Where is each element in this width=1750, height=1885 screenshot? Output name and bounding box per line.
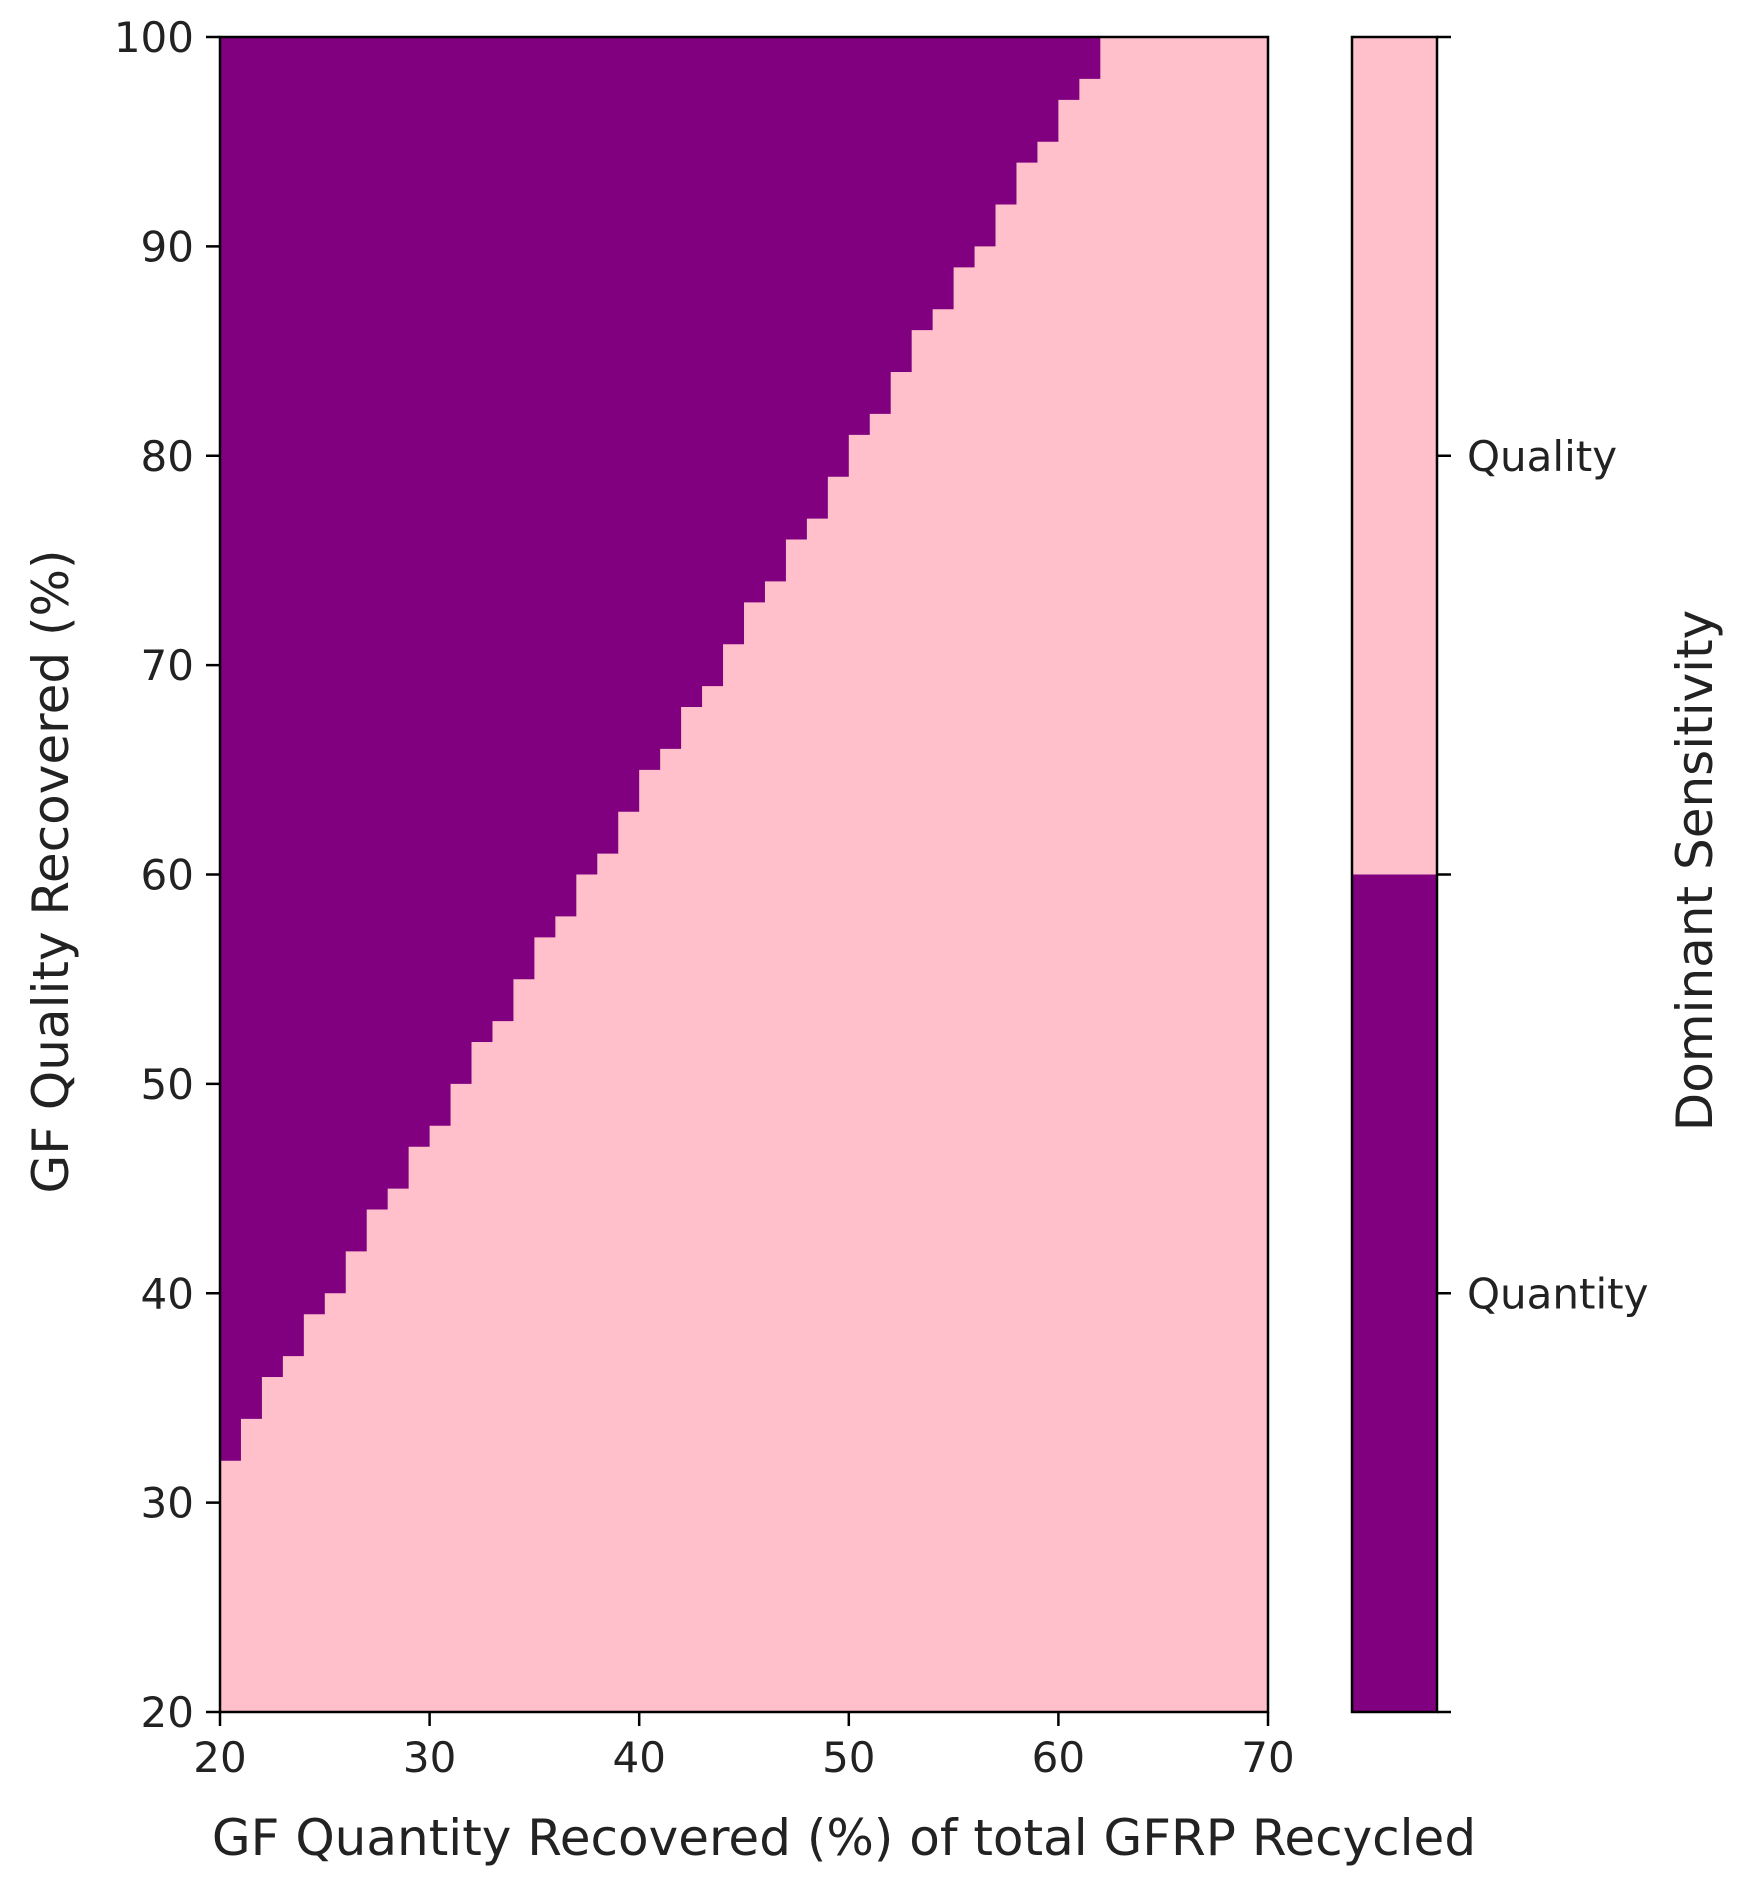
colorbar-tick-label: Quantity — [1467, 1269, 1649, 1318]
colorbar-title: Dominant Sensitivity — [1666, 610, 1724, 1132]
x-tick-label: 50 — [822, 1733, 875, 1782]
heatmap-cells — [220, 37, 1268, 1712]
x-tick-label: 40 — [612, 1733, 665, 1782]
y-tick-label: 20 — [141, 1688, 194, 1737]
x-tick-label: 60 — [1032, 1733, 1085, 1782]
colorbar-swatch-quantity — [1352, 874, 1437, 1712]
y-tick-label: 80 — [141, 432, 194, 481]
colorbar-swatch-quality — [1352, 37, 1437, 875]
y-tick-label: 30 — [141, 1479, 194, 1528]
y-tick-label: 50 — [141, 1060, 194, 1109]
x-axis-title: GF Quantity Recovered (%) of total GFRP … — [212, 1809, 1476, 1867]
x-tick-label: 30 — [403, 1733, 456, 1782]
y-tick-label: 60 — [141, 851, 194, 900]
y-axis-title: GF Quality Recovered (%) — [22, 549, 80, 1193]
colorbar-tick-label: Quality — [1467, 432, 1617, 481]
y-tick-label: 90 — [141, 222, 194, 271]
y-tick-label: 100 — [114, 13, 194, 62]
quantity-region — [220, 37, 1122, 1461]
y-tick-label: 70 — [141, 641, 194, 690]
y-axis: 20 30 40 50 60 70 80 90 100 — [114, 13, 220, 1737]
x-tick-label: 70 — [1241, 1733, 1294, 1782]
y-tick-label: 40 — [141, 1269, 194, 1318]
colorbar: Quantity Quality — [1350, 35, 1649, 1714]
x-axis: 20 30 40 50 60 70 — [193, 1712, 1295, 1782]
x-tick-label: 20 — [193, 1733, 246, 1782]
